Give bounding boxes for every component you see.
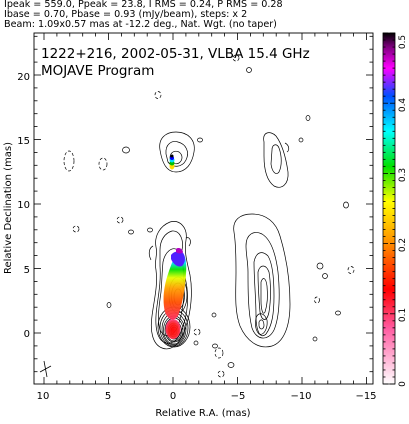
plot-title: 1222+216, 2002-05-31, VLBA 15.4 GHz (41, 46, 310, 62)
intensity-contours (106, 67, 349, 368)
polarization-colormap (163, 154, 187, 339)
header-line-beam: Beam: 1.09x0.57 mas at -12.2 deg., Nat. … (4, 19, 277, 31)
beam-symbol (39, 360, 52, 378)
header-line-base: Ibase = 0.70, Pbase = 0.93 (mJy/beam), s… (4, 9, 248, 21)
plot-subtitle: MOJAVE Program (41, 63, 154, 79)
x-tick-label: −10 (290, 391, 311, 402)
colorbar-tick-label: 0.2 (398, 238, 408, 252)
x-tick-label: 10 (37, 391, 50, 402)
colorbar-tick-label: 0.4 (398, 98, 408, 113)
y-tick-label: 5 (24, 265, 30, 276)
x-tick-label: −15 (355, 391, 376, 402)
colorbar-tick-label: 0.5 (398, 35, 408, 49)
y-tick-label: 0 (24, 329, 30, 340)
plot-frame (33, 32, 374, 385)
colorbar-tick-label: 0.1 (398, 308, 408, 322)
plot-header: Ipeak = 559.0, Ppeak = 23.8, I RMS = 0.2… (4, 0, 408, 31)
axis-ticks (34, 33, 373, 384)
x-axis-label: Relative R.A. (mas) (155, 408, 250, 419)
y-tick-label: 10 (17, 200, 30, 211)
y-tick-label: 15 (17, 136, 30, 147)
y-axis-label: Relative Declination (mas) (3, 142, 14, 274)
x-tick-label: −5 (231, 391, 246, 402)
header-line-peak: Ipeak = 559.0, Ppeak = 23.8, I RMS = 0.2… (4, 0, 283, 10)
y-tick-label: 20 (17, 72, 30, 83)
colorbar-tick-label: 0 (398, 381, 408, 387)
colorbar: 0 0.1 0.2 0.3 0.4 0.5 (382, 32, 408, 387)
x-tick-label: 0 (170, 391, 176, 402)
x-tick-label: 5 (105, 391, 111, 402)
negative-contours (63, 54, 355, 378)
colorbar-tick-label: 0.3 (398, 168, 408, 182)
